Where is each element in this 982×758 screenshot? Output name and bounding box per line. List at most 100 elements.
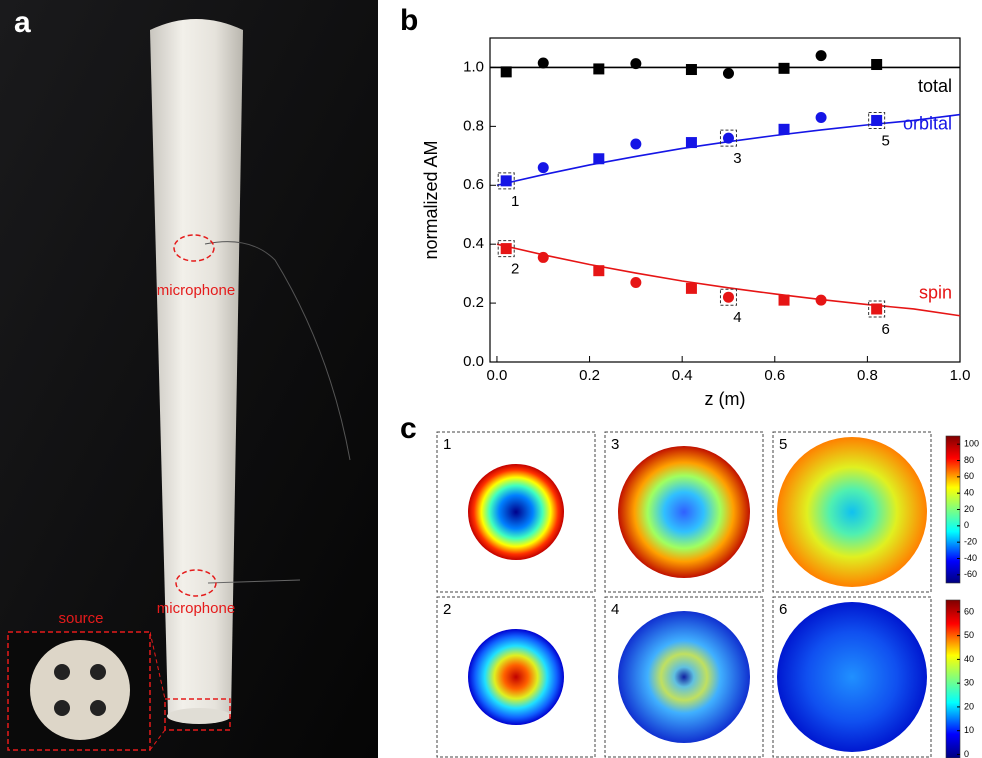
connector (149, 631, 166, 700)
y-tick-label: 0.4 (463, 235, 484, 252)
fit-line (496, 113, 961, 187)
colorbar-tick-label: 30 (964, 678, 974, 688)
annotation: 2 (511, 261, 519, 278)
marker (722, 67, 734, 79)
colorbar-tick-label: 60 (964, 606, 974, 616)
fit-line (496, 243, 961, 317)
series-label: spin (919, 283, 952, 303)
highlight-box (868, 300, 886, 318)
marker (537, 162, 549, 174)
annotation: 1 (511, 193, 519, 210)
map-frame (772, 431, 932, 593)
field-map (468, 629, 564, 725)
marker (537, 57, 549, 69)
marker (778, 62, 790, 74)
speaker (54, 664, 70, 680)
x-tick-label: 0.2 (579, 367, 600, 384)
marker (593, 63, 605, 75)
marker (500, 175, 512, 187)
y-tick-label: 0.8 (463, 117, 484, 134)
plot-frame (489, 37, 961, 363)
marker (630, 138, 642, 150)
marker (630, 276, 642, 288)
speaker (90, 664, 106, 680)
marker (537, 251, 549, 263)
speaker (90, 700, 106, 716)
x-tick-label: 0.0 (487, 367, 508, 384)
map-frame (772, 596, 932, 758)
colorbar-tick-label: -20 (964, 537, 977, 547)
x-tick-label: 0.4 (672, 367, 693, 384)
annotation: 4 (733, 309, 741, 326)
map-label: 6 (779, 601, 787, 618)
series-label: orbital (903, 113, 952, 133)
highlight-box (719, 288, 737, 306)
annotation: microphone (157, 282, 235, 299)
wire (207, 579, 301, 584)
map-label: 5 (779, 436, 787, 453)
highlight-box (497, 172, 515, 190)
annotation: source (58, 610, 103, 627)
colorbar (945, 599, 961, 758)
photo: a microphone microphone source (0, 0, 378, 758)
map-label: 4 (611, 601, 619, 618)
field-map (777, 602, 927, 752)
map-label: 1 (443, 436, 451, 453)
marker (593, 265, 605, 277)
chart: 0.0 0.2 0.4 0.6 0.8 1.0 0.0 0.2 0.4 0.6 0.8 1.0 z (m… (421, 37, 971, 409)
marker (815, 294, 827, 306)
map-frame (604, 431, 764, 593)
marker (593, 153, 605, 165)
tube (150, 19, 243, 715)
marker (685, 282, 697, 294)
field-map (777, 437, 927, 587)
y-tick-label: 0.6 (463, 176, 484, 193)
tube-end (167, 708, 231, 724)
marker (722, 291, 734, 303)
marker (815, 112, 827, 124)
colorbar-tick-label: 50 (964, 630, 974, 640)
mic-highlight (175, 569, 217, 597)
map-label: 3 (611, 436, 619, 453)
colorbar-tick-label: 10 (964, 725, 974, 735)
annotation: 5 (881, 132, 889, 149)
marker (871, 114, 883, 126)
y-tick-label: 0.0 (463, 353, 484, 370)
marker (871, 59, 883, 71)
marker (500, 66, 512, 78)
marker (685, 137, 697, 149)
colorbar-tick-label: 80 (964, 455, 974, 465)
x-tick-label: 0.6 (764, 367, 785, 384)
wire (204, 241, 351, 461)
colorbar-tick-label: -60 (964, 569, 977, 579)
x-tick-label: 1.0 (950, 367, 971, 384)
mic-highlight (173, 234, 215, 262)
annotation: 6 (881, 321, 889, 338)
highlight-box (719, 129, 737, 147)
marker (778, 123, 790, 135)
colorbar-tick-label: 40 (964, 654, 974, 664)
x-tick-label: 0.8 (857, 367, 878, 384)
field-map (468, 464, 564, 560)
marker (685, 64, 697, 76)
colorbar-tick-label: 20 (964, 504, 974, 514)
colorbar-tick-label: 60 (964, 471, 974, 481)
marker (815, 50, 827, 62)
map-frame (436, 596, 596, 758)
series-label: total (918, 76, 952, 96)
panel-label: c (400, 412, 417, 445)
field-map (618, 446, 750, 578)
panel-label: a (14, 6, 31, 39)
field-map (618, 611, 750, 743)
map-frame (604, 596, 764, 758)
source-highlight (164, 698, 231, 731)
highlight-box (868, 111, 886, 129)
marker (871, 303, 883, 315)
marker (500, 243, 512, 255)
annotation: microphone (157, 600, 235, 617)
colorbar-tick-label: 0 (964, 749, 969, 758)
colorbar-tick-label: 40 (964, 488, 974, 498)
colorbar-tick-label: 100 (964, 439, 979, 449)
